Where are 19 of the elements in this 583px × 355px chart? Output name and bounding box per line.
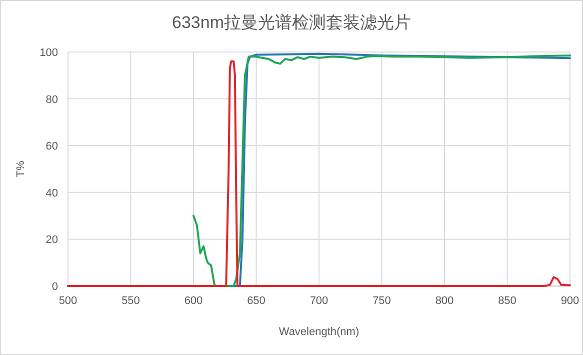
- x-tick-label: 850: [498, 295, 516, 307]
- y-axis-title: T%: [15, 160, 27, 178]
- line-series: [192, 54, 571, 287]
- x-tick-label: 600: [184, 295, 203, 307]
- y-tick-label: 60: [46, 140, 58, 153]
- y-tick-label: 0: [52, 281, 58, 293]
- x-tick-label: 500: [58, 295, 78, 307]
- x-tick-label: 800: [435, 295, 454, 307]
- y-tick-label: 100: [40, 47, 58, 59]
- x-tick-label: 750: [372, 295, 391, 307]
- chart-title: 633nm拉曼光谱检测套装滤光片: [172, 13, 411, 32]
- x-tick-label: 700: [310, 295, 328, 307]
- y-tick-label: 40: [46, 187, 58, 200]
- y-tick-label: 20: [46, 234, 58, 246]
- x-tick-label: 900: [560, 295, 580, 307]
- x-tick-label: 550: [122, 295, 140, 307]
- x-axis-title: Wavelength(nm): [278, 326, 360, 338]
- x-tick-label: 650: [247, 295, 266, 307]
- y-tick-label: 80: [46, 94, 58, 106]
